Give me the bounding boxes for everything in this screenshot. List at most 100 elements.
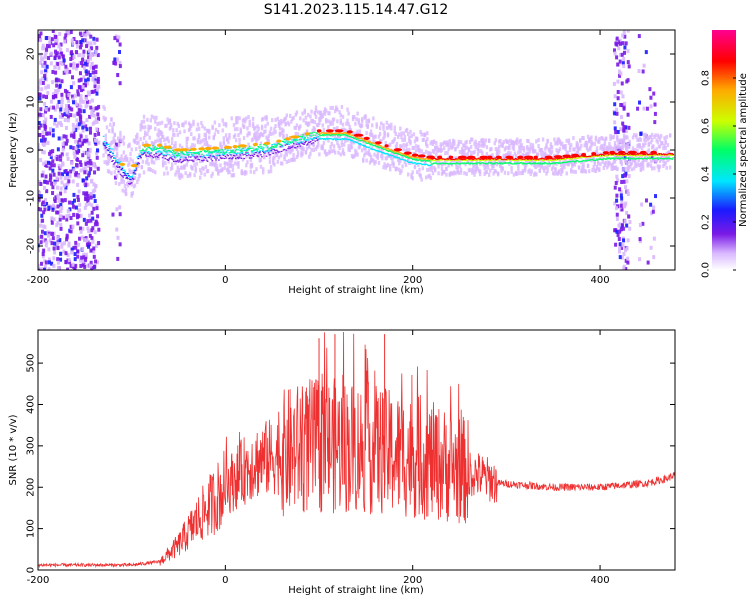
spectral-cell: [301, 112, 303, 116]
spectral-cell: [279, 132, 281, 136]
spectral-cell: [463, 171, 465, 175]
spectral-cell: [207, 155, 209, 156]
spectral-cell: [58, 44, 61, 48]
spectral-cell: [225, 133, 227, 137]
spectral-cell: [615, 55, 618, 59]
spectral-cell: [129, 170, 131, 174]
spectral-cell: [613, 120, 616, 124]
spectral-cell: [623, 139, 625, 143]
spectral-cell: [90, 161, 93, 165]
spectral-cell: [557, 142, 559, 146]
spectral-cell: [352, 140, 354, 141]
spectral-cell: [81, 153, 84, 157]
spectral-cell: [95, 106, 98, 110]
spectral-cell: [91, 52, 94, 56]
spectral-cell: [252, 155, 254, 156]
spectral-cell: [483, 143, 485, 147]
spectral-cell: [48, 267, 51, 271]
spectral-cell: [190, 124, 192, 128]
spectral-cell: [616, 135, 618, 139]
spectral-cell: [90, 196, 93, 200]
spectral-cell: [539, 169, 541, 173]
spectral-cell: [275, 147, 277, 148]
spectral-cell: [243, 158, 245, 159]
spectral-cell: [296, 123, 298, 127]
spectral-cell: [328, 111, 330, 115]
spectral-cell: [95, 139, 98, 143]
spectral-cell: [76, 163, 79, 167]
spectral-cell: [615, 175, 618, 179]
spectral-cell: [616, 217, 619, 221]
spectral-cell: [229, 152, 231, 153]
spectral-cell: [392, 155, 394, 156]
spectral-cell: [626, 49, 629, 53]
spectral-cell: [623, 51, 626, 55]
spectral-cell: [645, 50, 648, 54]
spectral-cell: [626, 153, 628, 154]
spectral-cell: [280, 146, 282, 147]
spectral-cell: [94, 222, 97, 226]
spectral-cell: [595, 160, 597, 161]
spectral-cell: [120, 161, 122, 162]
spectral-cell: [569, 148, 571, 152]
spectral-cell: [212, 155, 214, 156]
spectral-cell: [309, 114, 311, 118]
spectral-cell: [245, 171, 247, 175]
spectral-cell: [84, 33, 87, 37]
spectral-cell: [615, 206, 618, 210]
spectral-cell: [387, 163, 389, 167]
spectral-cell: [288, 146, 290, 147]
spectral-cell: [519, 139, 521, 143]
spectral-cell: [186, 140, 188, 144]
spectral-cell: [59, 165, 62, 169]
spectral-cell: [278, 155, 280, 159]
spectral-cell: [227, 155, 229, 156]
spectral-cell: [64, 260, 67, 264]
spectral-cell: [94, 230, 97, 234]
spectral-cell: [127, 173, 129, 174]
spectral-cell: [333, 144, 335, 148]
spectral-cell: [387, 133, 389, 137]
spectral-cell: [162, 157, 164, 158]
spectral-cell: [331, 149, 333, 153]
spectral-cell: [96, 79, 99, 83]
spectral-cell: [458, 140, 460, 144]
spectral-cell: [305, 116, 307, 120]
spectral-cell: [52, 264, 55, 268]
spectral-cell: [40, 267, 43, 271]
spectral-cell: [341, 143, 343, 147]
spectral-cell: [577, 158, 579, 159]
spectral-cell: [252, 117, 254, 121]
spectral-cell: [295, 140, 297, 141]
spectral-cell: [88, 92, 91, 96]
spectral-cell: [143, 120, 145, 124]
spectral-cell: [106, 147, 108, 148]
spectral-cell: [546, 139, 548, 143]
spectral-cell: [582, 136, 584, 140]
spectral-cell: [115, 207, 118, 211]
spectral-cell: [59, 176, 62, 180]
spectral-cell: [325, 120, 327, 124]
spectral-cell: [141, 150, 143, 151]
spectral-cell: [74, 140, 77, 144]
spectral-cell: [639, 223, 642, 227]
spectral-cell: [163, 138, 165, 142]
spectral-cell: [148, 151, 150, 152]
spectral-cell: [314, 120, 316, 124]
spectral-cell: [56, 257, 59, 261]
spectral-cell: [72, 127, 75, 131]
spectral-cell: [92, 90, 95, 94]
spectral-cell: [289, 114, 291, 118]
spectral-cell: [47, 56, 50, 60]
spectral-cell: [271, 144, 273, 145]
spectral-cell: [569, 159, 571, 160]
spectral-cell: [155, 116, 157, 120]
spectral-cell: [623, 30, 626, 34]
spectral-cell: [570, 143, 572, 147]
spectral-cell: [130, 179, 132, 180]
spectral-cell: [108, 146, 110, 147]
spectral-cell: [415, 162, 417, 163]
spectral-cell: [622, 146, 624, 150]
spectral-cell: [256, 151, 258, 152]
spectral-cell: [61, 180, 64, 184]
